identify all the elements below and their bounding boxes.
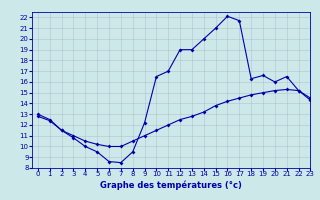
- X-axis label: Graphe des températures (°c): Graphe des températures (°c): [100, 180, 242, 190]
